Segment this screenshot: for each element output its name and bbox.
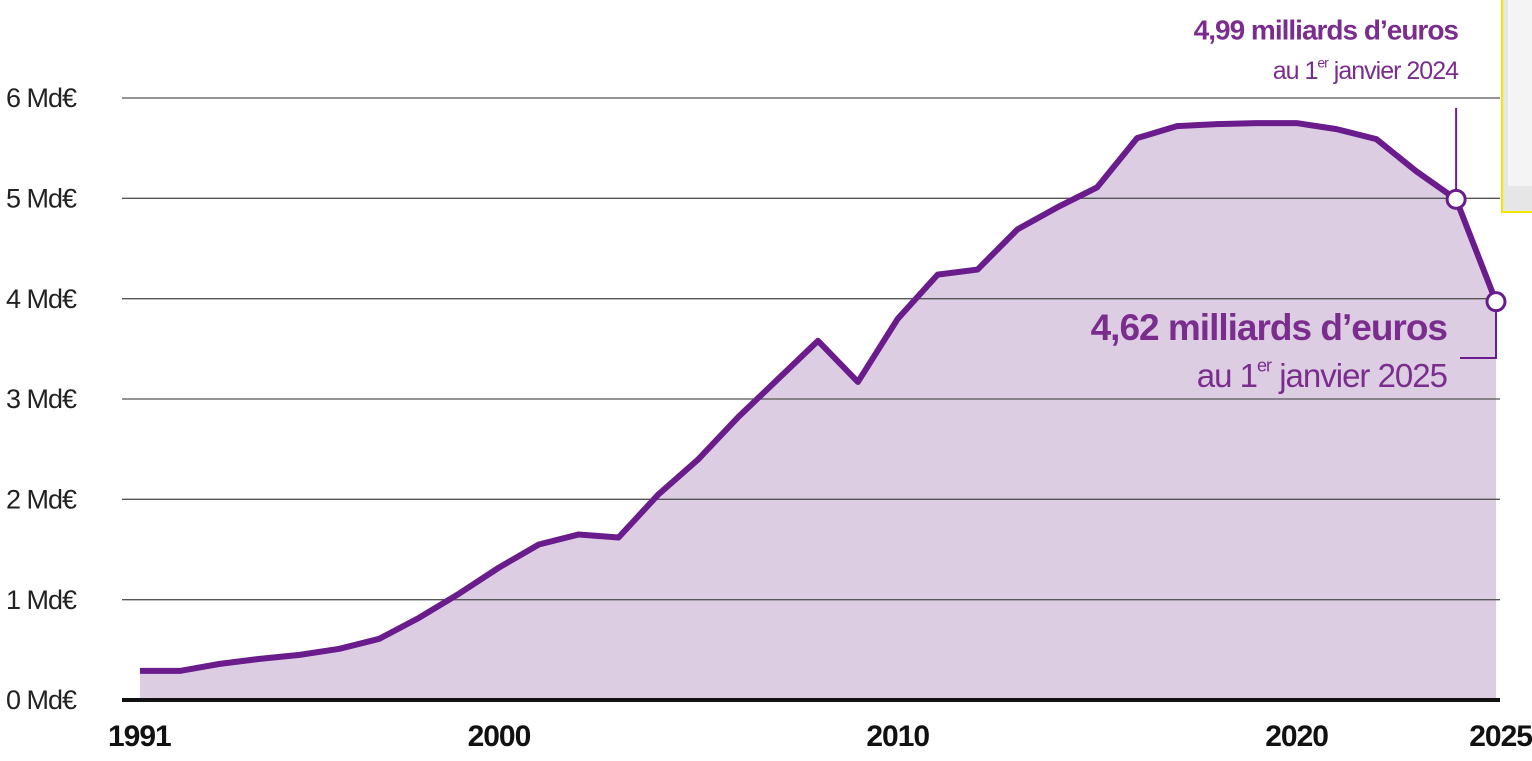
point-marker — [1485, 291, 1507, 313]
y-tick-label: 0 Md€ — [6, 685, 77, 715]
y-tick-label: 2 Md€ — [6, 484, 77, 514]
annotation-title: 4,99 milliards d’euros — [1194, 14, 1459, 45]
area-fill — [140, 123, 1496, 701]
annotation-subtitle: au 1er janvier 2024 — [1273, 54, 1459, 85]
y-tick-label: 1 Md€ — [6, 585, 77, 615]
y-tick-label: 5 Md€ — [6, 183, 77, 213]
x-tick-label: 2000 — [468, 720, 531, 753]
annotation-subtitle-part: au 1 — [1197, 357, 1257, 394]
x-tick-label: 2025 — [1469, 720, 1532, 753]
y-tick-label: 6 Md€ — [6, 83, 77, 113]
annotation-subtitle-part: er — [1317, 54, 1329, 70]
annotation-subtitle-part: janvier 2024 — [1328, 57, 1459, 85]
leader-line — [1460, 301, 1497, 359]
y-tick-label: 3 Md€ — [6, 384, 77, 414]
annotation-subtitle-part: janvier 2025 — [1271, 357, 1447, 394]
side-panel-inner — [1508, 0, 1532, 186]
annotation-title: 4,62 milliards d’euros — [1091, 307, 1448, 348]
x-tick-label: 1991 — [108, 720, 171, 753]
x-tick-label: 2010 — [866, 720, 929, 753]
x-tick-label: 2020 — [1265, 720, 1328, 753]
annotation-subtitle-part: au 1 — [1273, 57, 1318, 85]
point-marker — [1445, 188, 1467, 210]
y-tick-label: 4 Md€ — [6, 284, 77, 314]
annotation-subtitle: au 1er janvier 2025 — [1197, 355, 1447, 394]
annotation-subtitle-part: er — [1257, 355, 1272, 375]
line — [140, 120, 1499, 674]
